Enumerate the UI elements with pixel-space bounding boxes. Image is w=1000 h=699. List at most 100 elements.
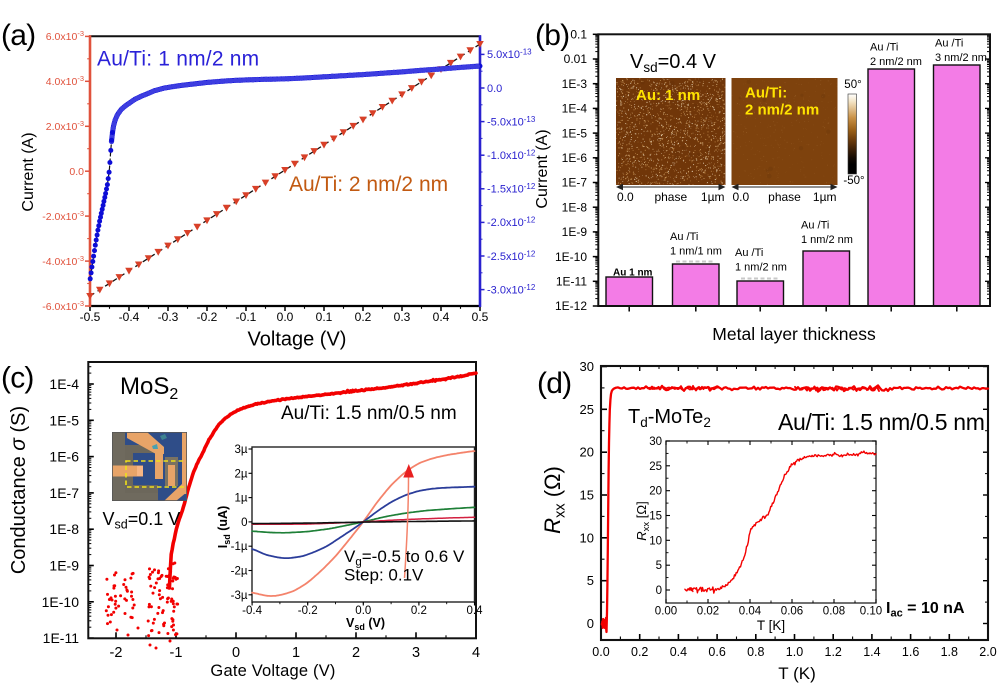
svg-text:5: 5 (656, 560, 662, 572)
svg-text:Au /Ti: Au /Ti (935, 38, 963, 50)
svg-text:1E-6: 1E-6 (49, 449, 79, 465)
svg-text:0.0: 0.0 (69, 166, 84, 178)
svg-text:25: 25 (649, 461, 662, 473)
svg-text:1E-11: 1E-11 (556, 275, 587, 289)
svg-text:0.04: 0.04 (739, 606, 762, 618)
svg-text:1E-8: 1E-8 (49, 521, 79, 537)
svg-text:-0.2: -0.2 (197, 310, 218, 324)
svg-text:0.0: 0.0 (617, 190, 634, 204)
svg-text:0.4: 0.4 (433, 310, 450, 324)
svg-text:1: 1 (292, 645, 300, 661)
svg-text:4.0x10-3: 4.0x10-3 (46, 74, 84, 88)
svg-text:-6.0x10-3: -6.0x10-3 (42, 299, 84, 313)
svg-text:-2.5x10-12: -2.5x10-12 (487, 249, 536, 263)
svg-text:0.0: 0.0 (487, 83, 502, 95)
svg-text:Vsd=0.4 V: Vsd=0.4 V (630, 51, 717, 75)
svg-text:0.4: 0.4 (467, 605, 484, 617)
svg-text:-5.0x10-13: -5.0x10-13 (487, 115, 536, 128)
svg-text:15: 15 (649, 511, 662, 523)
svg-text:Iac = 10 nA: Iac = 10 nA (886, 600, 965, 619)
svg-text:(a): (a) (1, 19, 35, 52)
svg-text:Rxx (Ω): Rxx (Ω) (540, 466, 569, 534)
svg-text:-2.0x10-3: -2.0x10-3 (42, 209, 84, 223)
svg-text:20: 20 (649, 486, 662, 498)
svg-text:-0.4: -0.4 (242, 605, 262, 617)
svg-text:1.4: 1.4 (863, 645, 880, 659)
svg-text:1E-4: 1E-4 (49, 376, 79, 392)
svg-text:Td-MoTe2: Td-MoTe2 (628, 406, 711, 430)
svg-text:0.0: 0.0 (733, 190, 750, 204)
svg-text:-2: -2 (110, 645, 123, 661)
svg-text:1µ: 1µ (234, 493, 247, 505)
svg-text:5: 5 (587, 573, 594, 588)
svg-text:1µm: 1µm (701, 190, 725, 204)
svg-text:1.6: 1.6 (902, 645, 919, 659)
svg-text:-1.0x10-12: -1.0x10-12 (487, 149, 536, 163)
svg-text:-0.3: -0.3 (158, 310, 179, 324)
svg-text:1E-10: 1E-10 (555, 250, 587, 264)
svg-text:Step: 0.1V: Step: 0.1V (344, 566, 424, 585)
svg-text:-3.0x10-12: -3.0x10-12 (487, 283, 536, 297)
svg-text:6.0x10-3: 6.0x10-3 (46, 29, 84, 43)
svg-text:Voltage (V): Voltage (V) (248, 329, 347, 351)
svg-text:0: 0 (656, 585, 662, 597)
svg-text:0.01: 0.01 (564, 52, 588, 66)
svg-text:1E-12: 1E-12 (555, 299, 587, 313)
svg-text:25: 25 (580, 402, 594, 417)
svg-text:1E-5: 1E-5 (49, 412, 79, 428)
svg-text:0: 0 (241, 517, 247, 529)
svg-text:2 nm/2 nm: 2 nm/2 nm (870, 56, 922, 68)
svg-text:2 nm/2 nm: 2 nm/2 nm (745, 102, 819, 119)
svg-text:0.0: 0.0 (355, 605, 371, 617)
svg-text:1 nm/1 nm: 1 nm/1 nm (670, 246, 722, 258)
svg-text:MoS2: MoS2 (120, 373, 178, 403)
svg-text:0.1: 0.1 (316, 310, 333, 324)
svg-text:Au/Ti:: Au/Ti: (745, 85, 787, 102)
svg-text:0.6: 0.6 (708, 645, 725, 659)
svg-text:-1µ: -1µ (231, 541, 248, 553)
svg-text:3 nm/2 nm: 3 nm/2 nm (935, 52, 987, 64)
svg-text:-0.4: -0.4 (119, 310, 140, 324)
svg-text:20: 20 (580, 445, 594, 460)
svg-text:-50°: -50° (843, 175, 864, 187)
svg-text:-0.5: -0.5 (80, 310, 101, 324)
svg-text:0.0: 0.0 (277, 310, 294, 324)
svg-text:phase: phase (768, 190, 801, 204)
svg-text:Current (A): Current (A) (534, 129, 551, 208)
svg-text:1 nm/2 nm: 1 nm/2 nm (735, 262, 787, 274)
svg-text:3µ: 3µ (234, 444, 247, 456)
svg-text:Au /Ti: Au /Ti (735, 247, 763, 259)
svg-text:2: 2 (352, 645, 360, 661)
svg-text:0.2: 0.2 (411, 605, 427, 617)
svg-text:Au 1 nm: Au 1 nm (613, 268, 653, 279)
svg-text:1E-7: 1E-7 (562, 176, 588, 190)
svg-text:Au /Ti: Au /Ti (801, 220, 829, 232)
svg-text:Vsd=0.1 V: Vsd=0.1 V (103, 509, 181, 532)
svg-text:0.4: 0.4 (670, 645, 687, 659)
svg-text:1E-9: 1E-9 (562, 225, 588, 239)
svg-text:Au/Ti: 1.5 nm/0.5 nm: Au/Ti: 1.5 nm/0.5 nm (281, 403, 457, 424)
svg-text:3: 3 (412, 645, 420, 661)
svg-text:30: 30 (580, 359, 594, 374)
svg-text:-3µ: -3µ (231, 590, 248, 602)
svg-text:Rxx [Ω]: Rxx [Ω] (634, 501, 652, 540)
svg-text:0.8: 0.8 (747, 645, 764, 659)
svg-text:2.0: 2.0 (979, 645, 996, 659)
svg-text:1E-7: 1E-7 (49, 485, 79, 501)
svg-text:Au/Ti: 1.5 nm/0.5 nm: Au/Ti: 1.5 nm/0.5 nm (778, 409, 985, 435)
svg-text:1E-5: 1E-5 (562, 126, 588, 140)
svg-text:0.0: 0.0 (592, 645, 609, 659)
svg-text:2.0x10-3: 2.0x10-3 (46, 119, 84, 133)
svg-text:Au/Ti: 2 nm/2 nm: Au/Ti: 2 nm/2 nm (289, 173, 448, 196)
svg-text:0.02: 0.02 (697, 606, 719, 618)
svg-text:1E-11: 1E-11 (43, 630, 80, 646)
svg-text:(b): (b) (535, 19, 569, 52)
svg-text:50°: 50° (844, 79, 861, 91)
svg-text:0.1: 0.1 (570, 28, 587, 42)
svg-text:Current (A): Current (A) (20, 132, 37, 211)
svg-text:1.2: 1.2 (825, 645, 842, 659)
svg-text:1 nm/2 nm: 1 nm/2 nm (801, 234, 853, 246)
svg-text:(c): (c) (1, 362, 34, 395)
svg-text:T (K): T (K) (778, 664, 815, 683)
svg-text:-2µ: -2µ (231, 566, 248, 578)
